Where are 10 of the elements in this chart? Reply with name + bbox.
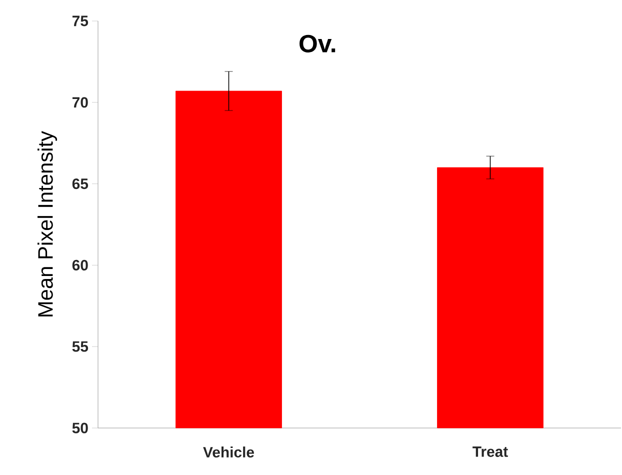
- x-tick-label: Vehicle: [203, 446, 254, 458]
- y-tick-label: 55: [72, 341, 88, 352]
- y-tick-label: 65: [72, 178, 88, 190]
- y-axis-title: Mean Pixel Intensity: [38, 130, 58, 316]
- x-tick-label: Treat: [472, 446, 508, 457]
- y-tick-label: 75: [72, 16, 88, 26]
- y-tick-label: 60: [72, 260, 88, 270]
- chart-title: Ov.: [300, 34, 336, 52]
- y-tick-label: 70: [72, 97, 88, 108]
- y-tick-label: 50: [72, 422, 88, 434]
